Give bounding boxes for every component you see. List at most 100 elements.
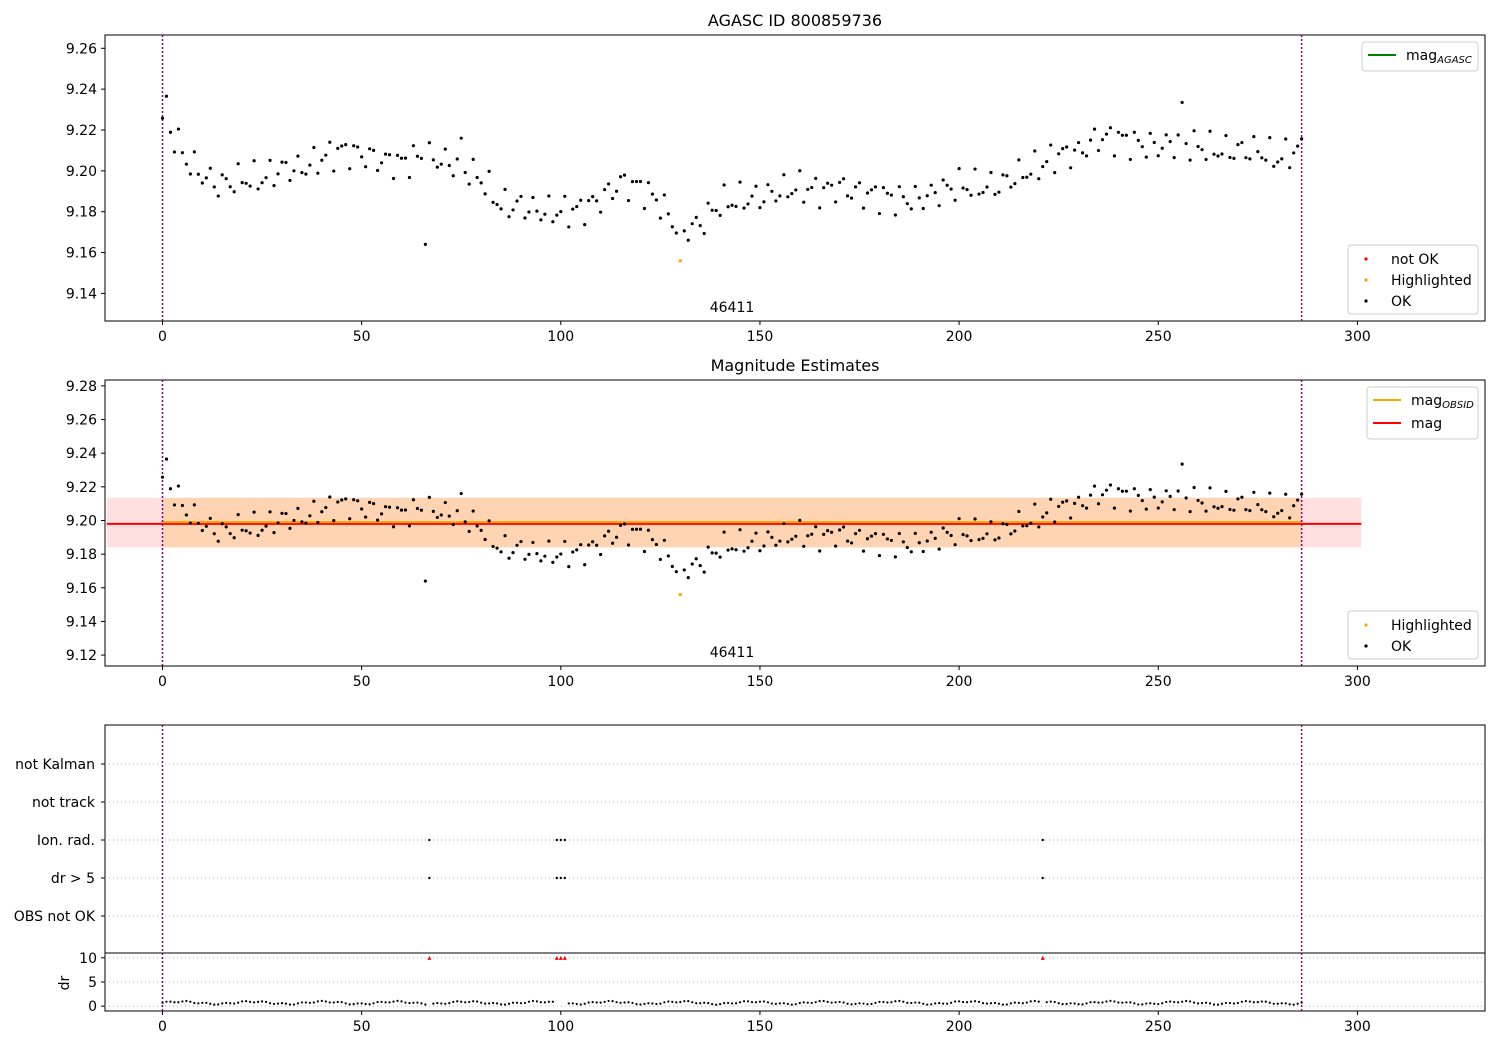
ok-point: [539, 559, 543, 563]
ok-point: [527, 552, 531, 556]
dr-point: [424, 1003, 427, 1006]
ok-point: [1228, 155, 1232, 160]
ok-point: [451, 174, 455, 178]
ok-point: [742, 549, 746, 553]
ok-point: [192, 503, 196, 507]
x-tick-label: 200: [946, 1019, 973, 1035]
ok-point: [463, 520, 467, 524]
ok-point: [778, 539, 782, 543]
ok-point: [435, 515, 439, 520]
ok-point: [379, 161, 384, 165]
ok-point: [495, 546, 499, 550]
ok-point: [1184, 496, 1188, 500]
dr-point: [599, 1001, 602, 1004]
dr-point: [762, 1000, 766, 1003]
ok-point: [447, 514, 451, 518]
ok-point: [642, 549, 647, 554]
legend-label: OK: [1391, 639, 1412, 655]
ok-point: [511, 551, 515, 555]
dr-point: [472, 1000, 475, 1003]
ok-point: [981, 190, 985, 195]
ok-point: [487, 169, 491, 173]
dr-clipped-point: [427, 955, 432, 960]
ok-point: [391, 525, 396, 529]
x-tick-label: 300: [1344, 1019, 1371, 1035]
dr-point: [1173, 1000, 1176, 1004]
ok-point: [535, 209, 539, 213]
ok-point: [897, 185, 901, 189]
ok-point: [1140, 145, 1144, 149]
ok-point: [1260, 156, 1264, 160]
ok-point: [1172, 156, 1176, 160]
ok-point: [1248, 157, 1252, 161]
ok-point: [650, 538, 655, 542]
ok-point: [324, 153, 328, 157]
ok-point: [587, 543, 591, 547]
ok-point: [750, 194, 754, 198]
ok-point: [399, 508, 404, 512]
ok-point: [479, 528, 483, 532]
ok-point: [1264, 510, 1268, 514]
dr-point: [503, 1003, 507, 1006]
ok-point: [830, 530, 834, 534]
ok-point: [375, 168, 380, 173]
ok-point: [770, 189, 774, 193]
ok-point: [993, 538, 997, 542]
dr-clipped-point: [1040, 955, 1045, 960]
dr-point: [1196, 1002, 1200, 1005]
dr-point: [691, 1001, 694, 1004]
ok-point: [595, 543, 599, 547]
ok-point: [674, 570, 678, 574]
dr-point: [997, 1002, 1001, 1005]
dr-point: [1037, 1000, 1040, 1003]
ok-point: [718, 555, 722, 559]
dr-point: [754, 1001, 758, 1004]
ok-point: [929, 530, 933, 534]
y-tick-label: 0: [88, 999, 97, 1015]
dr-point: [571, 1002, 574, 1005]
dr-point: [715, 1003, 718, 1006]
ok-point: [937, 547, 941, 551]
dr-point: [547, 1000, 550, 1003]
ok-point: [1136, 493, 1140, 497]
x-tick-label: 0: [158, 329, 167, 345]
flags-plot-points: [428, 838, 1044, 880]
ok-point: [1152, 495, 1156, 499]
ok-point: [1029, 521, 1033, 525]
dr-point: [1081, 1003, 1084, 1006]
ok-point: [802, 200, 806, 204]
dr-point: [480, 1001, 483, 1004]
dr-point: [826, 1000, 829, 1003]
ok-point: [583, 563, 587, 567]
middle-plot-obsid-label: 46411: [710, 645, 755, 661]
ok-point: [606, 529, 611, 533]
ok-point: [838, 180, 842, 185]
ok-point: [1049, 143, 1053, 147]
ok-point: [312, 499, 316, 503]
dr-point: [595, 1001, 598, 1004]
dr-point: [973, 1000, 977, 1003]
ok-point: [419, 508, 423, 512]
x-tick-label: 200: [946, 674, 973, 690]
y-tick-label: 9.26: [66, 413, 97, 429]
ok-point: [1053, 171, 1057, 175]
ok-point: [630, 527, 635, 531]
dr-point: [300, 1001, 304, 1004]
ok-point: [1176, 133, 1180, 137]
flag-point: [563, 838, 566, 842]
dr-point: [1141, 1003, 1144, 1006]
dr-point: [778, 1002, 781, 1005]
ok-point: [204, 524, 208, 528]
ok-point: [224, 177, 228, 181]
ok-point: [893, 555, 897, 559]
ok-point: [834, 544, 838, 548]
ok-point: [622, 173, 627, 177]
ok-point: [1220, 505, 1224, 509]
ok-point: [1144, 507, 1148, 511]
y-tick-label: 9.24: [66, 446, 97, 462]
ok-point: [861, 206, 866, 210]
dr-point: [1181, 1000, 1184, 1003]
ok-point: [312, 145, 316, 150]
ok-point: [260, 528, 264, 532]
dr-point: [989, 1002, 993, 1005]
